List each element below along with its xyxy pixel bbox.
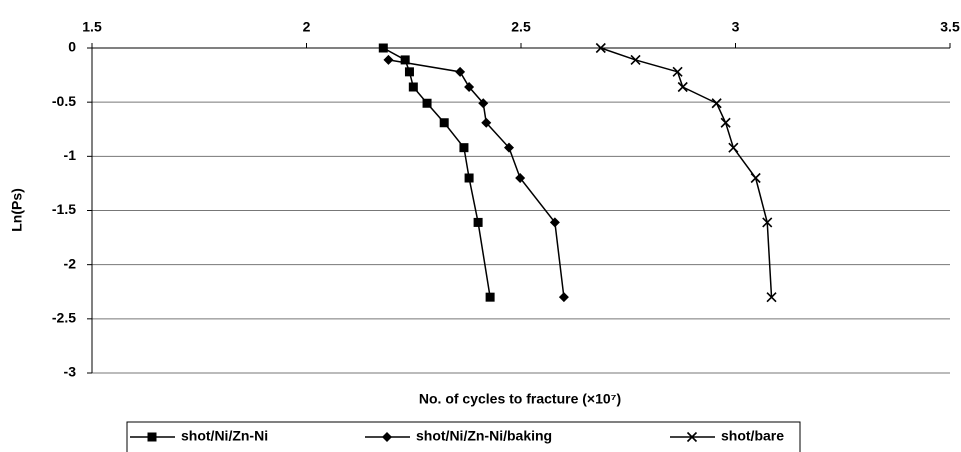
marker: [382, 432, 392, 442]
marker: [439, 118, 449, 128]
marker: [378, 43, 388, 53]
legend-box: [126, 421, 801, 452]
marker: [686, 431, 698, 443]
marker: [558, 292, 569, 303]
legend-label: shot/Ni/Zn-Ni: [181, 428, 268, 444]
marker: [455, 66, 466, 77]
marker: [677, 81, 688, 93]
y-tick-label: -0.5: [52, 93, 76, 109]
series-line: [388, 59, 565, 298]
marker: [630, 54, 641, 65]
y-axis-title: Ln(Ps): [9, 188, 25, 232]
marker: [720, 117, 731, 128]
marker: [464, 82, 475, 92]
y-tick-label: 0: [68, 39, 76, 55]
marker: [515, 173, 526, 183]
x-tick-label: 1.5: [82, 19, 102, 35]
marker: [408, 82, 418, 92]
marker: [595, 42, 606, 54]
legend-label: shot/Ni/Zn-Ni/baking: [416, 428, 552, 444]
marker: [728, 142, 739, 153]
marker: [478, 98, 489, 109]
x-tick-label: 3: [732, 19, 740, 35]
y-tick-label: -3: [64, 364, 77, 380]
marker: [473, 217, 483, 227]
x-tick-label: 2.5: [511, 19, 531, 35]
x-axis-title: No. of cycles to fracture (×10⁷): [419, 391, 621, 407]
marker: [762, 217, 773, 228]
marker: [459, 143, 469, 153]
y-tick-label: -1: [64, 147, 77, 163]
marker: [422, 98, 432, 108]
series-line: [382, 47, 491, 298]
marker: [766, 292, 777, 303]
marker: [147, 432, 157, 442]
x-tick-label: 2: [303, 19, 311, 35]
y-tick-label: -2.5: [52, 310, 76, 326]
y-tick-label: -1.5: [52, 201, 76, 217]
marker: [383, 54, 394, 65]
marker: [485, 292, 495, 302]
marker: [464, 173, 474, 183]
marker: [672, 66, 683, 77]
marker: [711, 98, 722, 109]
y-tick-label: -2: [64, 255, 77, 271]
marker: [481, 117, 492, 128]
marker: [750, 172, 761, 184]
legend-label: shot/bare: [721, 428, 784, 444]
x-tick-label: 3.5: [940, 19, 960, 35]
marker: [400, 55, 410, 65]
series-line: [600, 47, 773, 298]
marker: [404, 67, 414, 77]
marker: [549, 217, 560, 228]
marker: [503, 142, 514, 153]
